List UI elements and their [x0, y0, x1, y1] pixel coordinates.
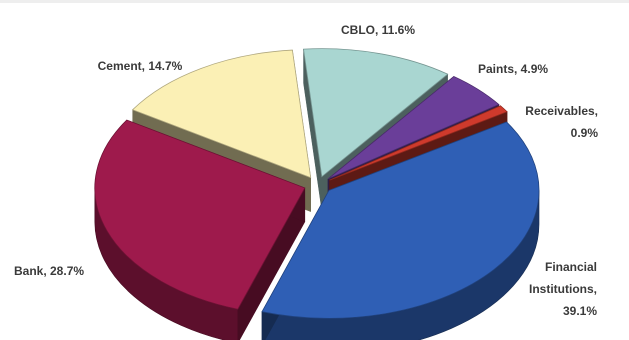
- label-cement: Cement, 14.7%: [98, 59, 183, 73]
- label-line: Receivables,: [525, 104, 598, 118]
- slice-paints: [327, 75, 500, 180]
- slice-labels: CBLO, 11.6% Paints, 4.9% Receivables, 0.9% F…: [14, 23, 598, 318]
- label-cblo: CBLO, 11.6%: [341, 23, 415, 37]
- label-line: Cement, 14.7%: [98, 59, 183, 73]
- label-line: 0.9%: [571, 126, 599, 140]
- slice-tops: [94, 48, 540, 319]
- label-line: Paints, 4.9%: [478, 62, 548, 76]
- label-line: Financial: [545, 260, 597, 274]
- label-line: Bank, 28.7%: [14, 264, 84, 278]
- label-line: 39.1%: [563, 304, 597, 318]
- slice-bank: [94, 119, 306, 310]
- label-receivables: Receivables, 0.9%: [525, 104, 598, 140]
- label-line: Institutions,: [529, 282, 597, 296]
- slice-cblo: [303, 48, 449, 178]
- slice-receivables: [329, 105, 508, 181]
- label-financial-institutions: Financial Institutions, 39.1%: [529, 260, 597, 318]
- label-bank: Bank, 28.7%: [14, 264, 84, 278]
- slice-cement: [131, 49, 312, 179]
- label-line: CBLO, 11.6%: [341, 23, 415, 37]
- label-paints: Paints, 4.9%: [478, 62, 548, 76]
- top-border: [0, 0, 629, 3]
- slice-financial-institutions: [261, 121, 540, 319]
